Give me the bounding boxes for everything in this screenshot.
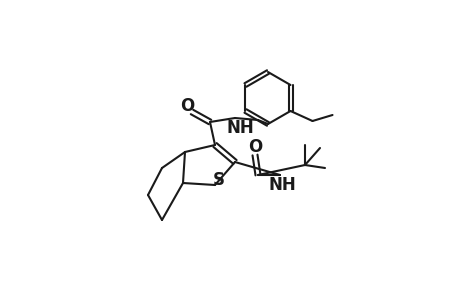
Text: O: O xyxy=(247,138,262,156)
Text: NH: NH xyxy=(226,119,253,137)
Text: O: O xyxy=(179,97,194,115)
Text: S: S xyxy=(213,171,224,189)
Text: NH: NH xyxy=(268,176,295,194)
